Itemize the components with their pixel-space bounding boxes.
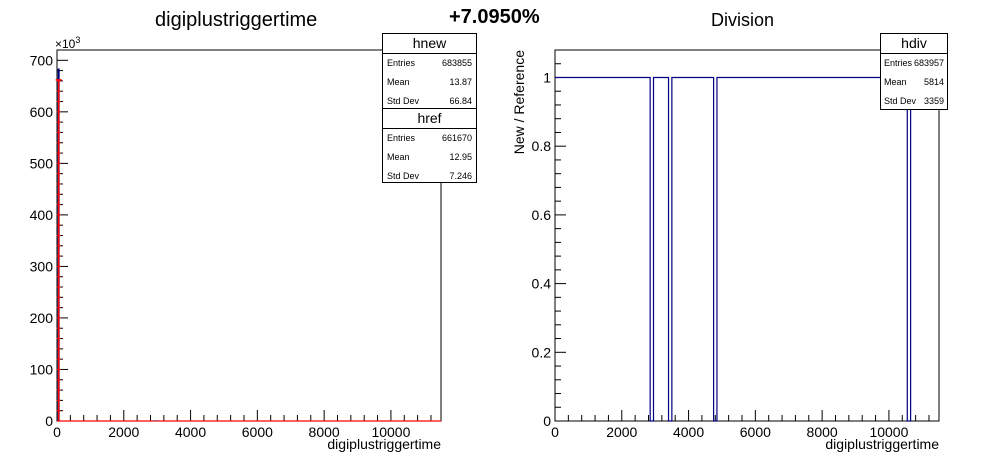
y-tick-label: 500 (30, 155, 54, 171)
stats-label: Entries (387, 133, 416, 143)
stats-row: Mean 5814 (881, 73, 947, 92)
x-axis-label: digiplustriggertime (327, 436, 441, 452)
diff-percent-title: +7.0950% (449, 6, 540, 28)
left-plot-title: digiplustriggertime (155, 9, 318, 31)
stats-row: Std Dev 7.246 (383, 167, 476, 186)
stats-row: Std Dev 3359 (881, 92, 947, 111)
exponent-base: ×10 (55, 37, 76, 51)
y-tick-label: 0.8 (532, 138, 552, 154)
stats-box-name: hnew (383, 34, 476, 54)
exponent-power: 3 (75, 35, 80, 45)
hdiv-line (555, 76, 939, 422)
plot-frame (554, 49, 940, 422)
stats-row: Std Dev 66.84 (383, 92, 476, 111)
x-tick-label: 2000 (606, 424, 637, 440)
stats-label: Mean (884, 77, 907, 87)
stats-value: 12.95 (449, 152, 472, 162)
y-axis-label: New / Reference (511, 50, 527, 154)
stats-row: Mean 13.87 (383, 73, 476, 92)
right-plot-title: Division (711, 10, 775, 30)
stats-value: 661670 (441, 133, 472, 143)
stats-box-href: href Entries 661670 Mean 12.95 Std Dev 7.24… (382, 108, 477, 183)
stats-label: Entries (884, 58, 913, 68)
x-tick-label: 6000 (740, 424, 771, 440)
x-tick-label: 8000 (309, 424, 340, 440)
stats-box-name: hdiv (881, 34, 947, 54)
x-tick-label: 0 (53, 424, 61, 440)
stats-row: Entries 683957 (881, 54, 947, 73)
y-tick-label: 600 (30, 104, 54, 120)
stats-row: Mean 12.95 (383, 148, 476, 167)
stats-value: 7.246 (449, 171, 472, 181)
y-tick-label: 0.6 (532, 207, 552, 223)
x-tick-label: 10000 (371, 424, 410, 440)
y-tick-label: 0 (543, 413, 551, 429)
stats-label: Std Dev (387, 171, 420, 181)
division-plot: 0 2000 4000 6000 8000 10000 0 0.2 0.4 0.6 0.8 1 digi… (511, 49, 940, 452)
x-tick-label: 2000 (108, 424, 139, 440)
stats-label: Mean (387, 152, 410, 162)
stats-value: 3359 (923, 96, 944, 106)
y-tick-label: 700 (30, 52, 54, 68)
y-tick-label: 1 (543, 69, 551, 85)
x-tick-label: 10000 (869, 424, 908, 440)
x-tick-label: 4000 (673, 424, 704, 440)
stats-label: Mean (387, 77, 410, 87)
stats-box-hnew: hnew Entries 683855 Mean 13.87 Std Dev 66.8… (382, 33, 477, 110)
stats-value: 5814 (923, 77, 944, 87)
x-tick-label: 6000 (242, 424, 273, 440)
stats-value: 13.87 (449, 77, 472, 87)
y-tick-label: 100 (30, 361, 54, 377)
y-tick-label: 300 (30, 258, 54, 274)
stats-box-hdiv: hdiv Entries 683957 Mean 5814 Std Dev 3359 (880, 33, 948, 110)
stats-value: 683855 (441, 58, 472, 68)
y-tick-label: 400 (30, 207, 54, 223)
x-axis-label: digiplustriggertime (825, 436, 939, 452)
plot-frame (56, 49, 442, 422)
stats-row: Entries 683855 (383, 54, 476, 73)
left-histogram-plot: 0 2000 4000 6000 8000 10000 0 100 200 300 400 500 60… (30, 35, 442, 452)
x-tick-label: 0 (551, 424, 559, 440)
stats-value: 66.84 (449, 96, 472, 106)
y-tick-label: 200 (30, 310, 54, 326)
stats-value: 683957 (913, 58, 944, 68)
y-tick-label: 0.4 (532, 276, 552, 292)
stats-label: Std Dev (387, 96, 420, 106)
stats-box-name: href (383, 109, 476, 129)
y-tick-label: 0 (45, 413, 53, 429)
stats-row: Entries 661670 (383, 129, 476, 148)
stats-label: Std Dev (884, 96, 917, 106)
x-tick-label: 4000 (175, 424, 206, 440)
y-exponent-label: ×103 (55, 35, 80, 51)
stats-label: Entries (387, 58, 416, 68)
y-tick-label: 0.2 (532, 344, 552, 360)
x-tick-label: 8000 (807, 424, 838, 440)
